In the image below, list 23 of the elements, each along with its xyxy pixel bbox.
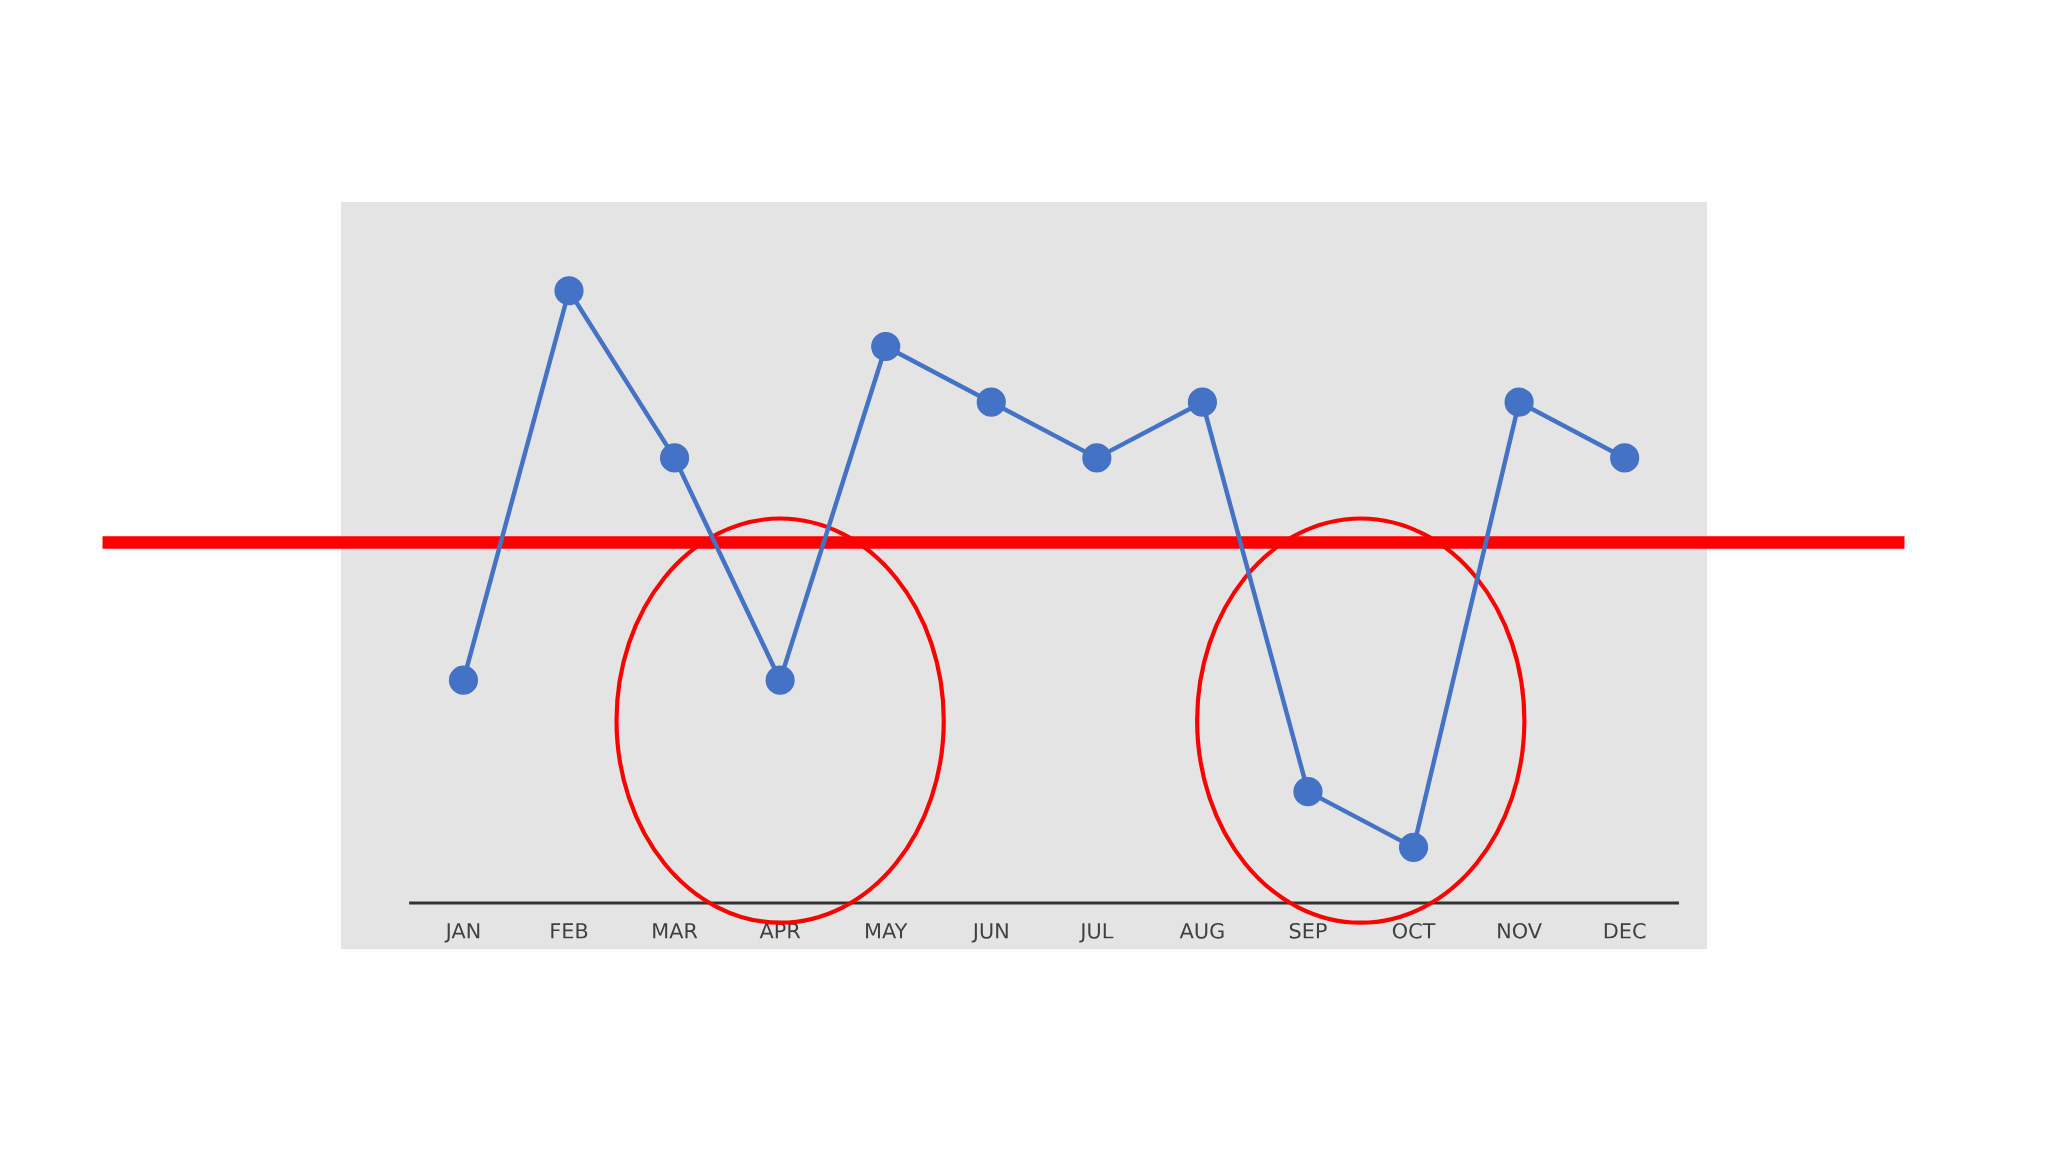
x-tick-label: DEC [1604,922,1646,939]
point [1398,832,1429,862]
point [1187,387,1217,417]
point [659,443,690,473]
x-tick-label: MAY [866,923,908,939]
point [448,665,479,695]
point [1610,443,1640,473]
x-tick-label: SEP [1289,922,1327,939]
x-tick-label: FEB [551,923,588,939]
x-tick-label: MAR [653,923,698,939]
point [1293,777,1323,807]
x-tick-label: JAN [444,923,480,943]
point [976,387,1006,417]
x-tick-label: AUG [1179,922,1224,939]
x-tick-label: OCT [1392,922,1436,939]
x-tick-label: JUL [1079,923,1114,943]
point [871,331,901,362]
point [1082,443,1112,473]
point [1504,387,1534,417]
point [765,665,795,695]
point [554,276,584,306]
x-tick-label: NOV [1498,922,1542,939]
x-tick-label: JUN [971,923,1008,943]
